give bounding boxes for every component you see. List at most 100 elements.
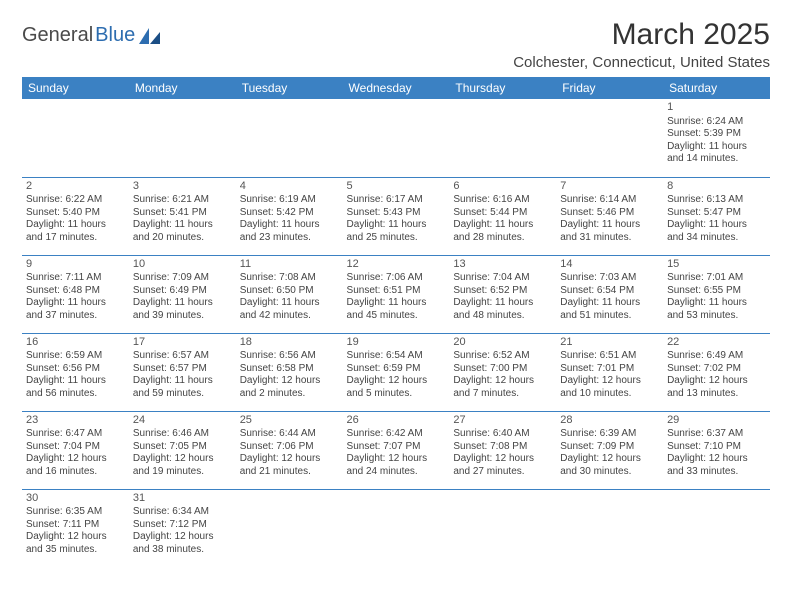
day-number: 20 (453, 336, 552, 350)
day-number: 26 (347, 414, 446, 428)
sunset-text: Sunset: 5:41 PM (133, 207, 232, 220)
sunrise-text: Sunrise: 7:03 AM (560, 272, 659, 285)
sunset-text: Sunset: 7:05 PM (133, 441, 232, 454)
sunrise-text: Sunrise: 6:22 AM (26, 194, 125, 207)
calendar-row: 2Sunrise: 6:22 AMSunset: 5:40 PMDaylight… (22, 177, 770, 255)
day-cell: 20Sunrise: 6:52 AMSunset: 7:00 PMDayligh… (449, 333, 556, 411)
daylight-text2: and 13 minutes. (667, 388, 766, 401)
day-number: 19 (347, 336, 446, 350)
day-cell: 25Sunrise: 6:44 AMSunset: 7:06 PMDayligh… (236, 411, 343, 489)
day-cell: 8Sunrise: 6:13 AMSunset: 5:47 PMDaylight… (663, 177, 770, 255)
day-number: 11 (240, 258, 339, 272)
day-number: 7 (560, 180, 659, 194)
day-number: 15 (667, 258, 766, 272)
daylight-text: Daylight: 11 hours (453, 297, 552, 310)
day-cell: 3Sunrise: 6:21 AMSunset: 5:41 PMDaylight… (129, 177, 236, 255)
sunrise-text: Sunrise: 7:08 AM (240, 272, 339, 285)
weekday-header: Wednesday (343, 77, 450, 99)
daylight-text2: and 14 minutes. (667, 153, 766, 166)
day-number: 30 (26, 492, 125, 506)
day-number: 22 (667, 336, 766, 350)
sunrise-text: Sunrise: 6:40 AM (453, 428, 552, 441)
daylight-text: Daylight: 12 hours (453, 375, 552, 388)
sunset-text: Sunset: 6:57 PM (133, 363, 232, 376)
sunset-text: Sunset: 6:55 PM (667, 285, 766, 298)
daylight-text: Daylight: 11 hours (26, 297, 125, 310)
calendar-row: 1Sunrise: 6:24 AMSunset: 5:39 PMDaylight… (22, 99, 770, 177)
day-cell: 24Sunrise: 6:46 AMSunset: 7:05 PMDayligh… (129, 411, 236, 489)
daylight-text2: and 10 minutes. (560, 388, 659, 401)
weekday-header: Monday (129, 77, 236, 99)
daylight-text2: and 42 minutes. (240, 310, 339, 323)
daylight-text2: and 2 minutes. (240, 388, 339, 401)
sunset-text: Sunset: 7:04 PM (26, 441, 125, 454)
daylight-text2: and 35 minutes. (26, 544, 125, 557)
day-number: 12 (347, 258, 446, 272)
daylight-text2: and 34 minutes. (667, 232, 766, 245)
day-cell: 29Sunrise: 6:37 AMSunset: 7:10 PMDayligh… (663, 411, 770, 489)
logo-text-general: General (22, 24, 93, 47)
day-number: 8 (667, 180, 766, 194)
month-title: March 2025 (513, 18, 770, 52)
sunset-text: Sunset: 5:40 PM (26, 207, 125, 220)
day-number: 17 (133, 336, 232, 350)
day-cell: 7Sunrise: 6:14 AMSunset: 5:46 PMDaylight… (556, 177, 663, 255)
day-cell: 21Sunrise: 6:51 AMSunset: 7:01 PMDayligh… (556, 333, 663, 411)
empty-cell (449, 99, 556, 177)
daylight-text2: and 28 minutes. (453, 232, 552, 245)
day-cell: 18Sunrise: 6:56 AMSunset: 6:58 PMDayligh… (236, 333, 343, 411)
day-cell: 11Sunrise: 7:08 AMSunset: 6:50 PMDayligh… (236, 255, 343, 333)
sunrise-text: Sunrise: 7:11 AM (26, 272, 125, 285)
daylight-text: Daylight: 11 hours (667, 297, 766, 310)
sunrise-text: Sunrise: 7:09 AM (133, 272, 232, 285)
sunset-text: Sunset: 6:52 PM (453, 285, 552, 298)
daylight-text2: and 20 minutes. (133, 232, 232, 245)
calendar-table: SundayMondayTuesdayWednesdayThursdayFrid… (22, 77, 770, 567)
weekday-row: SundayMondayTuesdayWednesdayThursdayFrid… (22, 77, 770, 99)
location: Colchester, Connecticut, United States (513, 54, 770, 71)
sunrise-text: Sunrise: 6:17 AM (347, 194, 446, 207)
day-cell: 12Sunrise: 7:06 AMSunset: 6:51 PMDayligh… (343, 255, 450, 333)
sunrise-text: Sunrise: 6:51 AM (560, 350, 659, 363)
day-number: 23 (26, 414, 125, 428)
daylight-text: Daylight: 12 hours (667, 453, 766, 466)
sunset-text: Sunset: 7:08 PM (453, 441, 552, 454)
daylight-text2: and 37 minutes. (26, 310, 125, 323)
day-cell: 23Sunrise: 6:47 AMSunset: 7:04 PMDayligh… (22, 411, 129, 489)
sunset-text: Sunset: 7:00 PM (453, 363, 552, 376)
weekday-header: Sunday (22, 77, 129, 99)
sunset-text: Sunset: 6:54 PM (560, 285, 659, 298)
day-number: 28 (560, 414, 659, 428)
sunrise-text: Sunrise: 7:04 AM (453, 272, 552, 285)
sunrise-text: Sunrise: 6:24 AM (667, 116, 766, 129)
daylight-text: Daylight: 11 hours (667, 219, 766, 232)
day-cell: 5Sunrise: 6:17 AMSunset: 5:43 PMDaylight… (343, 177, 450, 255)
sunset-text: Sunset: 7:09 PM (560, 441, 659, 454)
day-number: 10 (133, 258, 232, 272)
sunset-text: Sunset: 7:07 PM (347, 441, 446, 454)
daylight-text2: and 53 minutes. (667, 310, 766, 323)
sunset-text: Sunset: 6:58 PM (240, 363, 339, 376)
weekday-header: Thursday (449, 77, 556, 99)
sunrise-text: Sunrise: 6:49 AM (667, 350, 766, 363)
sunset-text: Sunset: 5:42 PM (240, 207, 339, 220)
sunset-text: Sunset: 6:48 PM (26, 285, 125, 298)
daylight-text: Daylight: 12 hours (560, 375, 659, 388)
day-cell: 28Sunrise: 6:39 AMSunset: 7:09 PMDayligh… (556, 411, 663, 489)
day-number: 18 (240, 336, 339, 350)
sunrise-text: Sunrise: 6:47 AM (26, 428, 125, 441)
daylight-text: Daylight: 12 hours (240, 453, 339, 466)
day-number: 24 (133, 414, 232, 428)
sunrise-text: Sunrise: 6:13 AM (667, 194, 766, 207)
daylight-text2: and 56 minutes. (26, 388, 125, 401)
daylight-text2: and 7 minutes. (453, 388, 552, 401)
sunset-text: Sunset: 5:47 PM (667, 207, 766, 220)
daylight-text: Daylight: 12 hours (133, 453, 232, 466)
daylight-text: Daylight: 11 hours (133, 375, 232, 388)
daylight-text2: and 19 minutes. (133, 466, 232, 479)
day-cell: 2Sunrise: 6:22 AMSunset: 5:40 PMDaylight… (22, 177, 129, 255)
day-cell: 14Sunrise: 7:03 AMSunset: 6:54 PMDayligh… (556, 255, 663, 333)
sunset-text: Sunset: 6:56 PM (26, 363, 125, 376)
day-number: 4 (240, 180, 339, 194)
sunrise-text: Sunrise: 6:35 AM (26, 506, 125, 519)
